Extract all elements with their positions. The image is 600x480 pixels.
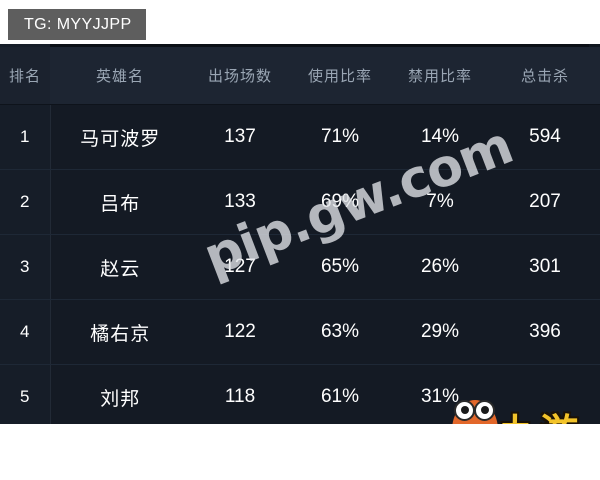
column-header-rank[interactable]: 排名	[0, 47, 50, 105]
top-strip: TG: MYYJJPP	[0, 0, 600, 44]
column-header-games[interactable]: 出场场数	[190, 47, 290, 105]
cell-ban-rate: 26%	[390, 234, 490, 300]
cell-use-rate: 69%	[290, 169, 390, 235]
cell-games: 137	[190, 104, 290, 170]
cell-games: 133	[190, 169, 290, 235]
cell-rank: 1	[0, 104, 51, 170]
cell-use-rate: 71%	[290, 104, 390, 170]
cell-hero: 刘邦	[50, 364, 190, 424]
cell-games: 127	[190, 234, 290, 300]
cell-hero: 橘右京	[50, 299, 190, 365]
cell-games: 122	[190, 299, 290, 365]
cell-use-rate: 61%	[290, 364, 390, 424]
cell-hero: 马可波罗	[50, 104, 190, 170]
cell-rank: 3	[0, 234, 51, 300]
cell-hero: 吕布	[50, 169, 190, 235]
table-row[interactable]: 5 刘邦 118 61% 31%	[0, 364, 600, 424]
cell-rank: 2	[0, 169, 51, 235]
column-header-kills[interactable]: 总击杀	[490, 47, 600, 105]
table-header-row: 排名 英雄名 出场场数 使用比率 禁用比率 总击杀	[0, 47, 600, 105]
bottom-strip: www.bodantrend.com	[0, 424, 600, 480]
panel-top-border	[0, 44, 600, 47]
cell-ban-rate: 29%	[390, 299, 490, 365]
cell-rank: 5	[0, 364, 51, 424]
table-row[interactable]: 4 橘右京 122 63% 29% 396	[0, 299, 600, 365]
cell-games: 118	[190, 364, 290, 424]
table-row[interactable]: 1 马可波罗 137 71% 14% 594	[0, 104, 600, 170]
cell-ban-rate: 14%	[390, 104, 490, 170]
column-header-hero[interactable]: 英雄名	[50, 47, 190, 105]
table-body: 1 马可波罗 137 71% 14% 594 2 吕布 133 69% 7% 2…	[0, 104, 600, 424]
cell-kills: 301	[490, 234, 600, 300]
cell-kills: 207	[490, 169, 600, 235]
cell-kills: 594	[490, 104, 600, 170]
column-header-use-rate[interactable]: 使用比率	[290, 47, 390, 105]
hero-ranking-table: 排名 英雄名 出场场数 使用比率 禁用比率 总击杀 1 马可波罗 137 71%…	[0, 47, 600, 424]
cell-use-rate: 65%	[290, 234, 390, 300]
cell-kills	[490, 364, 600, 424]
tg-badge: TG: MYYJJPP	[8, 9, 146, 40]
cell-rank: 4	[0, 299, 51, 365]
table-row[interactable]: 2 吕布 133 69% 7% 207	[0, 169, 600, 235]
table-header: 排名 英雄名 出场场数 使用比率 禁用比率 总击杀	[0, 47, 600, 105]
column-header-ban-rate[interactable]: 禁用比率	[390, 47, 490, 105]
table-row[interactable]: 3 赵云 127 65% 26% 301	[0, 234, 600, 300]
cell-kills: 396	[490, 299, 600, 365]
cell-ban-rate: 7%	[390, 169, 490, 235]
ranking-panel: 排名 英雄名 出场场数 使用比率 禁用比率 总击杀 1 马可波罗 137 71%…	[0, 44, 600, 424]
cell-hero: 赵云	[50, 234, 190, 300]
cell-use-rate: 63%	[290, 299, 390, 365]
cell-ban-rate: 31%	[390, 364, 490, 424]
